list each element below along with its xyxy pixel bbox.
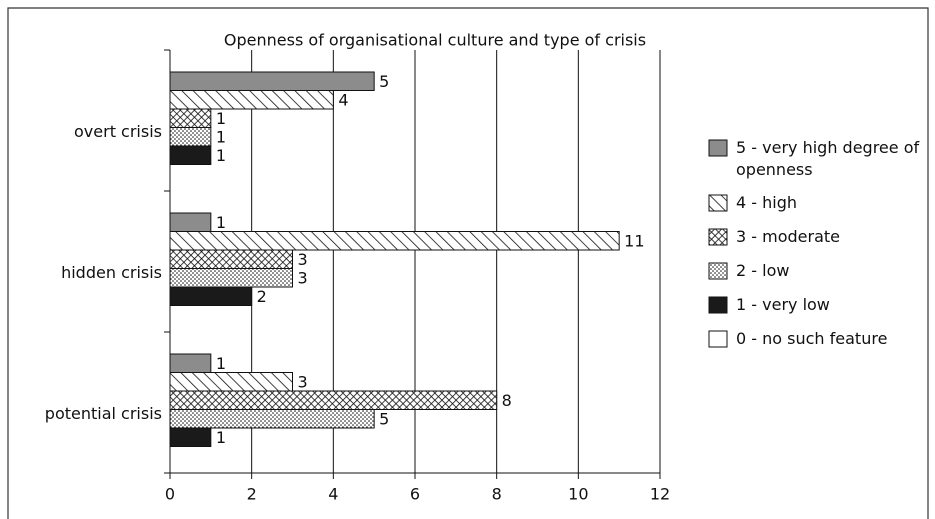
data-label: 1 bbox=[216, 428, 226, 447]
bar bbox=[169, 409, 375, 429]
legend-swatch-box bbox=[708, 330, 728, 348]
legend-swatch bbox=[708, 296, 728, 314]
data-label: 1 bbox=[216, 146, 226, 165]
legend-label: 5 - very high degree of openness bbox=[736, 138, 920, 179]
data-label: 3 bbox=[298, 250, 308, 269]
legend-label: 3 - moderate bbox=[736, 227, 840, 246]
legend-swatch-box bbox=[708, 139, 728, 157]
legend-swatch-box bbox=[708, 228, 728, 246]
legend-item: 1 - very low bbox=[708, 294, 926, 316]
legend-label: 0 - no such feature bbox=[736, 329, 888, 348]
legend-swatch bbox=[708, 228, 728, 246]
bar bbox=[169, 127, 212, 147]
legend-label: 4 - high bbox=[736, 193, 798, 212]
legend-swatch-box bbox=[708, 296, 728, 314]
x-tick-label: 4 bbox=[328, 485, 338, 504]
bar bbox=[169, 390, 498, 410]
y-tick-label: overt crisis bbox=[74, 122, 162, 141]
bar bbox=[169, 286, 253, 306]
bar bbox=[169, 145, 212, 165]
legend-swatch-box bbox=[708, 262, 728, 280]
data-label: 4 bbox=[338, 90, 348, 109]
bar bbox=[169, 427, 212, 447]
data-label: 3 bbox=[298, 268, 308, 287]
bar bbox=[169, 212, 212, 232]
legend-item: 5 - very high degree of openness bbox=[708, 137, 926, 181]
data-label: 11 bbox=[624, 231, 644, 250]
legend-label: 1 - very low bbox=[736, 295, 830, 314]
legend-item: 4 - high bbox=[708, 192, 926, 214]
x-tick-label: 12 bbox=[650, 485, 670, 504]
data-label: 2 bbox=[257, 287, 267, 306]
y-tick-label: hidden crisis bbox=[61, 263, 162, 282]
bar bbox=[169, 90, 334, 110]
x-tick-label: 2 bbox=[247, 485, 257, 504]
x-tick-label: 8 bbox=[492, 485, 502, 504]
bar bbox=[169, 372, 293, 392]
legend-item: 3 - moderate bbox=[708, 226, 926, 248]
x-tick-label: 6 bbox=[410, 485, 420, 504]
legend-item: 2 - low bbox=[708, 260, 926, 282]
legend-swatch bbox=[708, 194, 728, 212]
x-tick-label: 10 bbox=[568, 485, 588, 504]
frame bbox=[7, 7, 929, 519]
chart-title: Openness of organisational culture and t… bbox=[224, 31, 646, 50]
legend-swatch bbox=[708, 139, 728, 157]
data-label: 1 bbox=[216, 354, 226, 373]
data-label: 5 bbox=[379, 72, 389, 91]
bar bbox=[169, 353, 212, 373]
data-label: 1 bbox=[216, 127, 226, 146]
data-label: 1 bbox=[216, 109, 226, 128]
data-label: 8 bbox=[502, 391, 512, 410]
bar bbox=[169, 249, 293, 269]
legend-label: 2 - low bbox=[736, 261, 790, 280]
x-tick-label: 0 bbox=[165, 485, 175, 504]
bar bbox=[169, 71, 375, 91]
y-tick-label: potential crisis bbox=[45, 404, 162, 423]
legend-swatch bbox=[708, 330, 728, 348]
bar bbox=[169, 108, 212, 128]
data-label: 1 bbox=[216, 213, 226, 232]
data-label: 3 bbox=[298, 372, 308, 391]
legend-swatch-box bbox=[708, 194, 728, 212]
bar bbox=[169, 268, 293, 288]
bar bbox=[169, 231, 620, 251]
legend-item: 0 - no such feature bbox=[708, 328, 926, 350]
legend-swatch bbox=[708, 262, 728, 280]
data-label: 5 bbox=[379, 409, 389, 428]
